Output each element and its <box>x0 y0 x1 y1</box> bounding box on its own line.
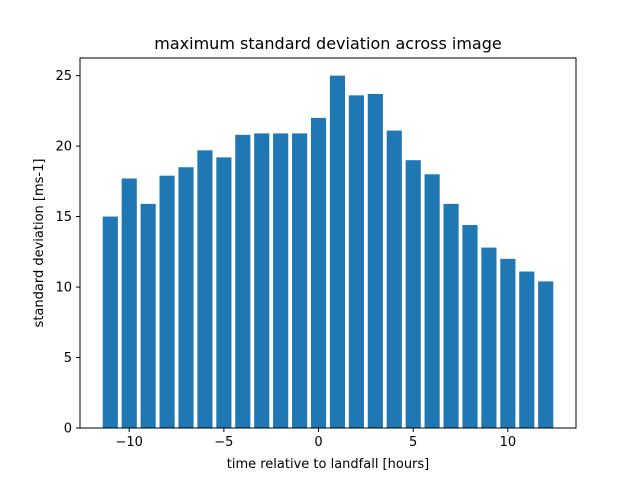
y-axis-label: standard deviation [ms-1] <box>32 159 47 328</box>
bar-1 <box>121 178 137 428</box>
bar-7 <box>235 134 251 428</box>
y-tick-label: 5 <box>64 351 72 366</box>
bar-16 <box>405 160 421 428</box>
y-tick-label: 20 <box>55 140 72 155</box>
bar-23 <box>538 281 554 428</box>
bar-19 <box>462 225 478 428</box>
bar-17 <box>424 174 440 428</box>
bar-14 <box>367 93 383 428</box>
chart-title: maximum standard deviation across image <box>154 34 501 53</box>
bar-3 <box>159 175 175 428</box>
plot-frame <box>79 57 577 429</box>
y-tick-label: 15 <box>55 210 72 225</box>
bar-20 <box>481 247 497 428</box>
bar-6 <box>216 157 232 428</box>
bar-2 <box>140 203 156 428</box>
bar-15 <box>386 130 402 428</box>
bar-21 <box>500 258 516 428</box>
x-tick-label: −5 <box>214 435 233 450</box>
x-tick-label: 10 <box>500 435 517 450</box>
x-tick-label: 5 <box>409 435 417 450</box>
bar-4 <box>178 167 194 429</box>
bar-0 <box>102 216 118 428</box>
bar-13 <box>348 95 364 428</box>
bar-12 <box>329 75 346 429</box>
bar-18 <box>443 203 459 428</box>
bar-10 <box>292 133 308 428</box>
x-axis-label: time relative to landfall [hours] <box>227 457 430 472</box>
bar-11 <box>310 117 327 429</box>
bars-group <box>102 75 554 429</box>
y-tick-label: 25 <box>55 69 72 84</box>
y-tick-label: 0 <box>64 422 72 437</box>
y-tick-label: 10 <box>55 281 72 296</box>
bar-8 <box>254 133 270 428</box>
x-axis-ticks: −10 −5 0 5 10 <box>116 428 517 450</box>
bar-22 <box>519 271 535 428</box>
x-tick-label: −10 <box>116 435 143 450</box>
bar-9 <box>273 133 289 428</box>
bar-5 <box>197 150 213 428</box>
x-tick-label: 0 <box>314 435 322 450</box>
y-axis-ticks: 0 5 10 15 20 25 <box>55 69 80 437</box>
